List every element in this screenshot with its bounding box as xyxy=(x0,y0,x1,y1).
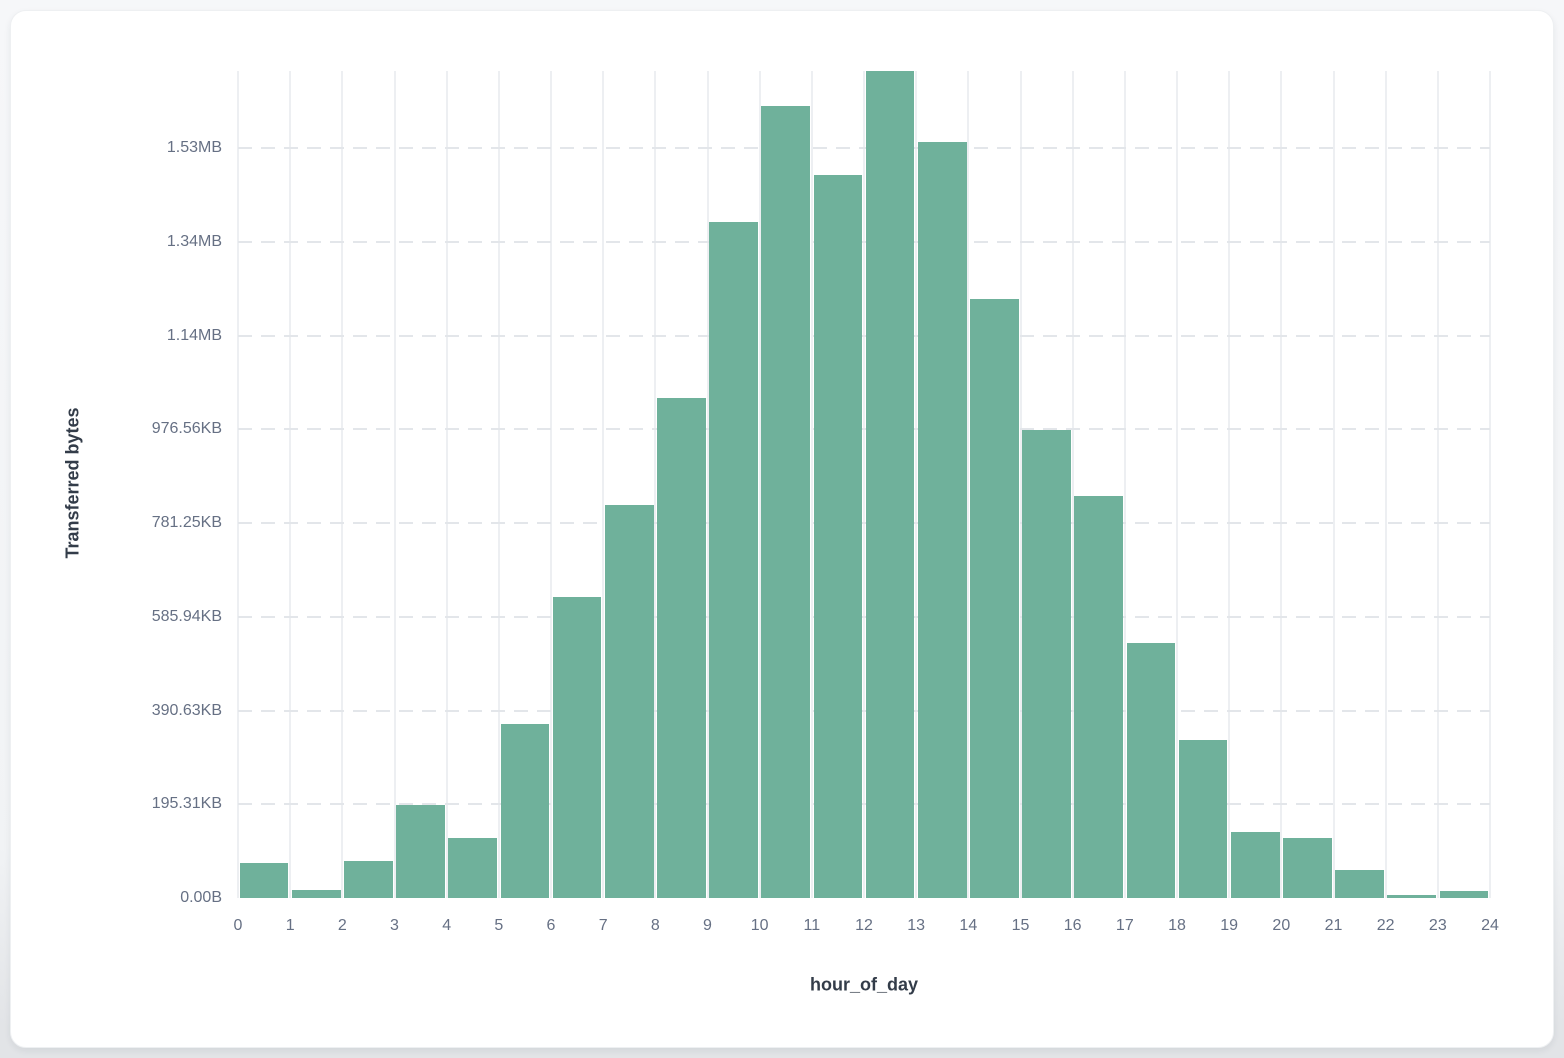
y-tick-label: 1.14MB xyxy=(166,326,222,344)
v-gridline xyxy=(967,71,970,898)
x-tick-label: 1 xyxy=(285,917,295,934)
v-gridline xyxy=(1436,71,1439,898)
x-axis-title: hour_of_day xyxy=(809,974,919,995)
y-tick-label: 781.25KB xyxy=(151,514,222,532)
histogram-bar[interactable] xyxy=(1439,890,1489,898)
v-gridline xyxy=(1489,71,1491,898)
histogram-bar[interactable] xyxy=(1387,895,1437,898)
v-gridline xyxy=(863,71,865,898)
histogram-bar[interactable] xyxy=(1074,495,1124,898)
histogram-bar[interactable] xyxy=(1126,642,1176,898)
histogram-bar[interactable] xyxy=(657,397,706,898)
x-tick-label: 11 xyxy=(803,917,821,934)
x-tick-label: 14 xyxy=(959,917,978,934)
v-gridline xyxy=(1228,71,1231,898)
histogram-bar[interactable] xyxy=(1335,869,1384,898)
v-gridline xyxy=(550,71,552,898)
v-gridline xyxy=(602,71,605,898)
v-gridline xyxy=(1332,71,1335,898)
h-gridline xyxy=(238,147,1490,150)
histogram-bar[interactable] xyxy=(552,596,602,898)
x-tick-label: 20 xyxy=(1272,917,1291,934)
y-tick-label: 1.34MB xyxy=(166,233,222,251)
x-tick-label: 22 xyxy=(1376,917,1395,934)
x-tick-label: 15 xyxy=(1011,917,1030,934)
y-tick-label: 585.94KB xyxy=(151,607,222,625)
v-gridline xyxy=(445,71,448,898)
v-gridline xyxy=(1280,71,1283,898)
histogram-bar[interactable] xyxy=(239,862,289,898)
x-tick-label: 23 xyxy=(1428,917,1447,934)
x-tick-label: 6 xyxy=(546,917,556,934)
v-gridline xyxy=(810,71,813,898)
x-tick-label: 19 xyxy=(1220,917,1239,934)
h-gridline xyxy=(238,334,1490,337)
y-tick-label: 195.31KB xyxy=(151,795,222,813)
x-tick-label: 10 xyxy=(750,917,769,934)
histogram-bar[interactable] xyxy=(448,838,498,898)
v-gridline xyxy=(289,71,292,898)
v-gridline xyxy=(915,71,918,898)
histogram-bar[interactable] xyxy=(396,805,445,898)
v-gridline xyxy=(393,71,396,898)
histogram-bar[interactable] xyxy=(865,71,915,898)
v-gridline xyxy=(1071,71,1074,898)
x-tick-label: 2 xyxy=(337,917,347,934)
v-gridline xyxy=(706,71,709,898)
x-tick-label: 3 xyxy=(390,917,399,934)
v-gridline xyxy=(758,71,761,898)
x-tick-label: 24 xyxy=(1481,917,1499,934)
h-gridline xyxy=(238,522,1490,525)
plot-area: 0.00B 195.31KB 390.63KB 585.94KB 781.25KB 976… xyxy=(152,71,1499,934)
histogram-bar[interactable] xyxy=(761,106,811,898)
x-tick-label: 21 xyxy=(1324,917,1343,934)
v-gridline xyxy=(497,71,500,898)
x-tick-label: 18 xyxy=(1168,917,1186,934)
histogram-bar[interactable] xyxy=(813,175,863,898)
h-gridline xyxy=(238,709,1490,712)
x-tick-label: 4 xyxy=(442,917,452,934)
v-gridline xyxy=(1123,71,1126,898)
h-gridline xyxy=(238,241,1490,244)
x-tick-label: 12 xyxy=(855,917,873,934)
x-tick-label: 13 xyxy=(907,917,926,934)
h-gridline xyxy=(238,428,1490,431)
x-tick-label: 7 xyxy=(598,917,608,934)
transferred-bytes-histogram: Transferred bytes 0.00B 195.31KB 390.63KB 5… xyxy=(11,11,1553,1047)
h-gridline xyxy=(238,615,1490,618)
histogram-bar[interactable] xyxy=(291,890,341,898)
x-tick-label: 0 xyxy=(233,917,243,934)
x-tick-label: 17 xyxy=(1115,917,1134,934)
chart-card: Transferred bytes 0.00B 195.31KB 390.63KB 5… xyxy=(10,10,1554,1048)
v-gridline xyxy=(237,71,239,898)
y-tick-label: 976.56KB xyxy=(151,420,222,438)
histogram-bar[interactable] xyxy=(344,860,393,898)
y-tick-label: 390.63KB xyxy=(151,701,222,719)
y-tick-label: 1.53MB xyxy=(166,139,222,157)
h-gridline xyxy=(238,803,1490,806)
v-gridline xyxy=(1019,71,1022,898)
x-tick-label: 8 xyxy=(650,917,660,934)
v-gridline xyxy=(341,71,344,898)
x-tick-label: 16 xyxy=(1063,917,1082,934)
x-tick-label: 5 xyxy=(494,917,504,934)
x-tick-label: 9 xyxy=(703,917,712,934)
y-tick-label: 0.00B xyxy=(180,889,222,906)
histogram-bar[interactable] xyxy=(500,723,550,898)
histogram-bar[interactable] xyxy=(1022,430,1071,898)
histogram-bar[interactable] xyxy=(604,504,654,898)
histogram-bar[interactable] xyxy=(970,298,1019,898)
v-gridline xyxy=(1384,71,1387,898)
histogram-bar[interactable] xyxy=(1230,831,1280,898)
histogram-bar[interactable] xyxy=(917,142,967,898)
v-gridline xyxy=(654,71,657,898)
histogram-bar[interactable] xyxy=(1178,740,1228,898)
v-gridline xyxy=(1176,71,1178,898)
histogram-bar[interactable] xyxy=(1283,838,1332,898)
histogram-bar[interactable] xyxy=(709,222,758,898)
